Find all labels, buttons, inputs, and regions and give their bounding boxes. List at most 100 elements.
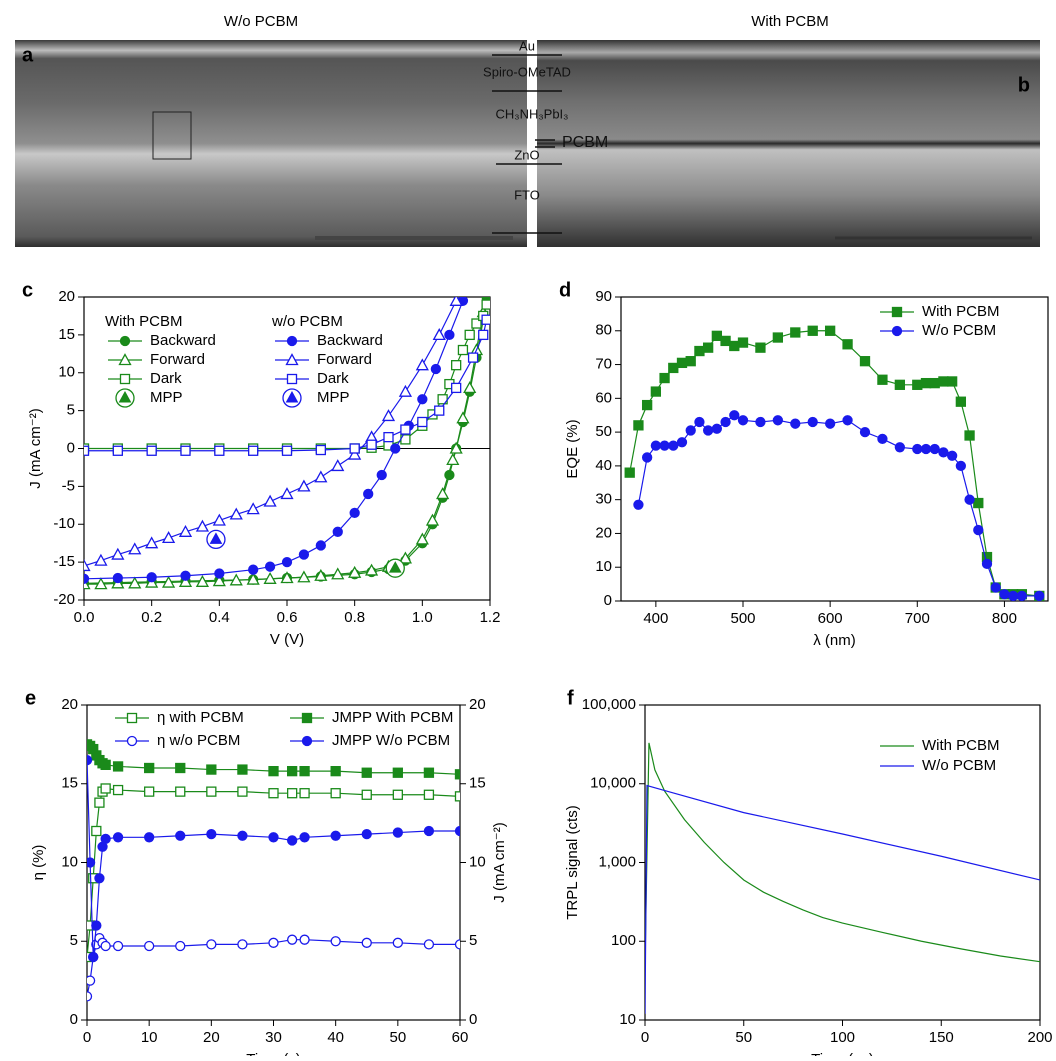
mpp-marker: [385, 558, 405, 578]
marker: [286, 335, 298, 347]
series-line: [84, 304, 488, 450]
marker: [126, 712, 138, 724]
marker: [633, 420, 644, 431]
marker: [175, 786, 186, 797]
sem-image: [15, 40, 527, 247]
x-axis-label: λ (nm): [813, 632, 856, 649]
marker: [281, 556, 293, 568]
plot-frame: [620, 296, 1049, 602]
marker: [100, 940, 111, 952]
marker: [711, 423, 723, 434]
marker: [920, 443, 932, 455]
marker: [999, 589, 1010, 600]
legend-label: η with PCBM: [157, 709, 244, 726]
y-tick-label: 0: [67, 439, 75, 456]
marker: [100, 759, 111, 770]
marker: [423, 789, 435, 800]
marker: [423, 939, 435, 950]
marker: [755, 416, 766, 428]
marker: [451, 360, 462, 371]
marker: [111, 547, 125, 560]
layer-label: Spiro-OMeTAD: [483, 64, 571, 79]
y-tick-label: 0: [70, 1011, 78, 1028]
marker: [807, 416, 818, 428]
legend-label: Dark: [150, 370, 182, 387]
marker: [314, 470, 328, 483]
series-line: [87, 760, 460, 958]
marker: [100, 833, 111, 845]
marker: [119, 373, 131, 385]
marker: [280, 487, 294, 500]
marker: [641, 399, 653, 411]
marker: [451, 382, 462, 394]
marker: [390, 443, 401, 454]
marker: [891, 306, 903, 318]
marker: [676, 357, 688, 369]
y-tick-label: 0: [604, 592, 612, 609]
marker: [87, 857, 96, 868]
marker: [330, 830, 341, 841]
marker: [912, 443, 923, 455]
y-tick-label: 60: [595, 389, 612, 406]
x-tick-label: 400: [643, 610, 668, 627]
marker: [481, 314, 490, 325]
mpp-marker: [282, 388, 302, 408]
marker: [94, 553, 108, 566]
layer-label: Au: [519, 38, 535, 53]
marker: [668, 362, 679, 374]
marker: [87, 975, 96, 986]
marker: [376, 469, 387, 481]
legend-label: η w/o PCBM: [157, 732, 240, 749]
layer-lines: [492, 54, 562, 234]
marker: [229, 507, 243, 520]
y-tick-label: 10,000: [590, 775, 636, 792]
marker: [444, 329, 455, 341]
marker: [449, 297, 463, 306]
y-axis-label: TRPL signal (cts): [564, 805, 581, 919]
marker: [392, 789, 403, 800]
marker: [694, 345, 705, 357]
legend-label: W/o PCBM: [922, 322, 996, 339]
marker: [237, 786, 248, 797]
marker: [248, 445, 259, 456]
marker: [361, 789, 372, 800]
marker: [755, 342, 766, 353]
marker: [454, 769, 460, 780]
marker: [146, 445, 157, 456]
layer-label: FTO: [514, 187, 540, 202]
marker: [91, 920, 102, 931]
marker: [436, 487, 450, 500]
marker: [112, 761, 124, 772]
marker: [214, 445, 225, 456]
marker: [659, 372, 670, 384]
marker: [206, 786, 217, 797]
marker: [894, 379, 906, 390]
layer-label: PCBM: [562, 134, 608, 151]
marker: [128, 542, 142, 555]
marker: [175, 940, 186, 952]
marker: [195, 519, 210, 532]
plot-frame: [644, 704, 1041, 1021]
marker: [702, 425, 714, 436]
panel-letter: f: [567, 687, 574, 709]
marker: [415, 358, 429, 371]
marker: [145, 536, 159, 549]
series-line: [87, 787, 460, 958]
marker: [212, 513, 226, 526]
y-tick-label: 90: [595, 288, 612, 305]
marker: [299, 832, 310, 843]
marker: [423, 825, 435, 837]
marker: [432, 328, 446, 341]
legend-label: Forward: [150, 351, 205, 368]
marker: [790, 418, 801, 429]
y-tick-label: 10: [58, 364, 75, 381]
marker: [144, 940, 155, 952]
x-axis-label: Time (s): [246, 1051, 300, 1056]
marker: [929, 443, 940, 455]
marker: [331, 459, 345, 472]
marker: [400, 424, 411, 435]
x-tick-label: 700: [905, 610, 930, 627]
x-tick-label: 200: [1027, 1029, 1052, 1046]
y-tick-label: 15: [61, 775, 78, 792]
mpp-triangle: [209, 532, 223, 544]
